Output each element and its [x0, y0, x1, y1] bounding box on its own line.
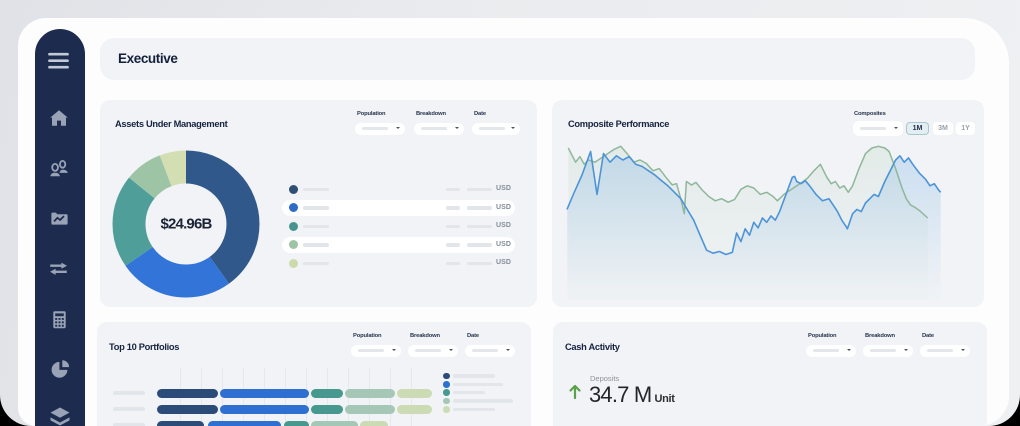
svg-text:$24.96B: $24.96B	[160, 216, 212, 233]
